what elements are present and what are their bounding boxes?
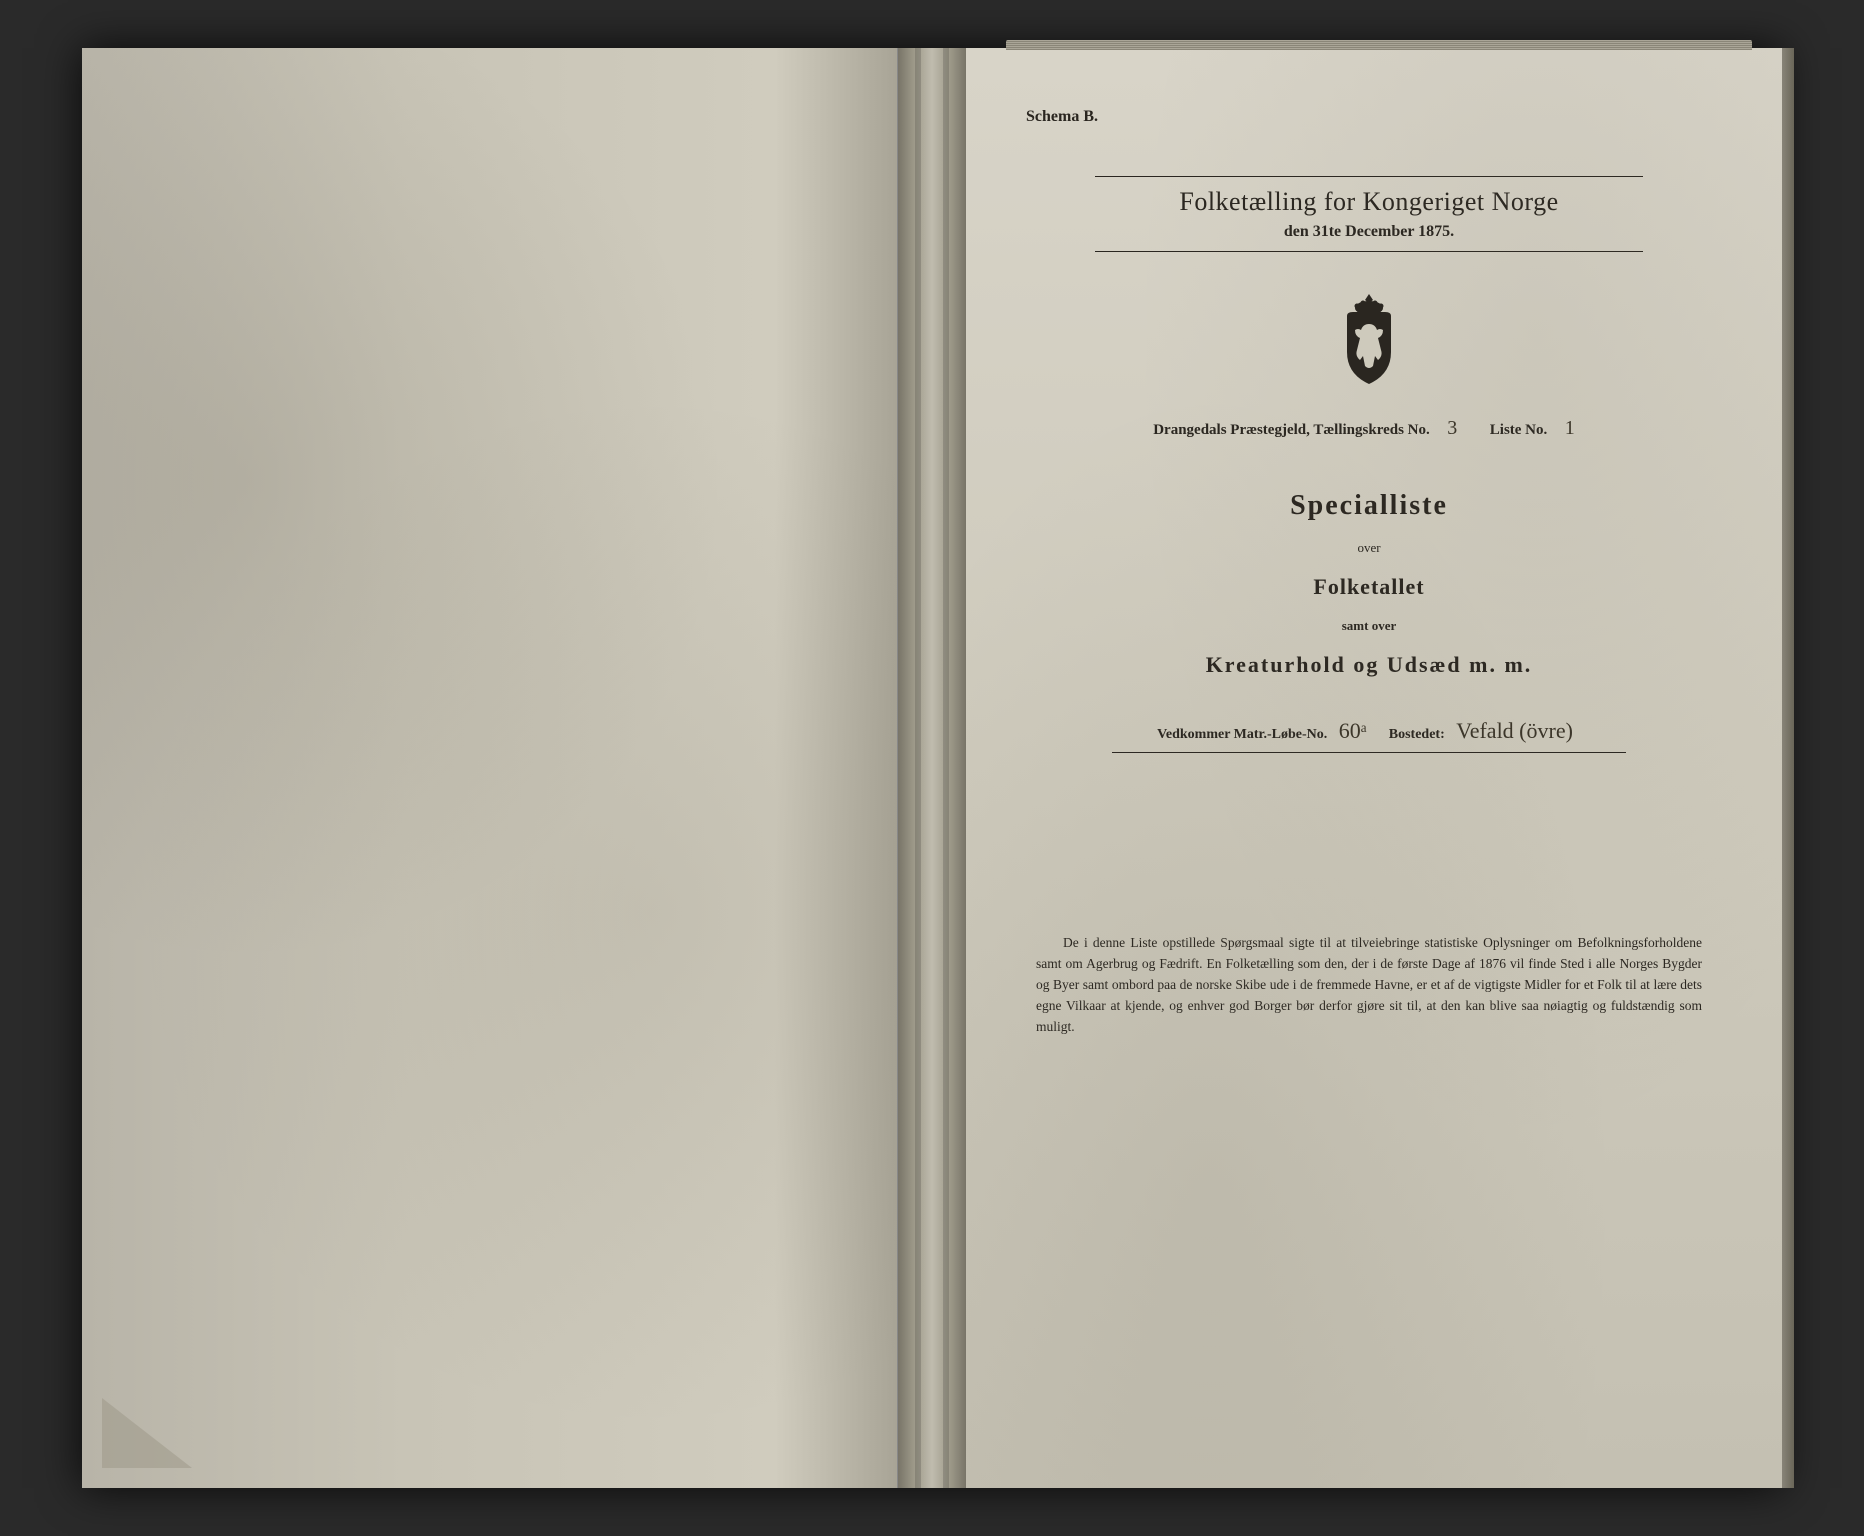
matr-number: 60ᵃ — [1331, 718, 1375, 744]
form-line: Drangedals Præstegjeld, Tællingskreds No… — [1026, 417, 1712, 440]
folketallet-heading: Folketallet — [1026, 574, 1712, 600]
form-prefix: Drangedals Præstegjeld, Tællingskreds No… — [1153, 422, 1430, 438]
bosted-label: Bostedet: — [1389, 727, 1445, 742]
title-rule-bottom — [1095, 251, 1644, 252]
page-corner-fold — [102, 1398, 192, 1468]
coat-of-arms-icon — [1329, 292, 1409, 387]
liste-label: Liste No. — [1490, 422, 1548, 438]
book-spread: Schema B. Folketælling for Kongeriget No… — [82, 48, 1782, 1488]
book-spine — [898, 48, 966, 1488]
samt-over-text: samt over — [1026, 618, 1712, 634]
specialliste-block: Specialliste over Folketallet samt over … — [1026, 490, 1712, 678]
over-text-1: over — [1026, 540, 1712, 556]
page-stack-edge — [1006, 40, 1752, 50]
sub-title: den 31te December 1875. — [1026, 223, 1712, 251]
title-block: Folketælling for Kongeriget Norge den 31… — [1026, 176, 1712, 252]
schema-label: Schema B. — [1026, 108, 1712, 126]
bosted-value: Vefald (övre) — [1448, 718, 1581, 744]
matr-line: Vedkommer Matr.-Løbe-No. 60ᵃ Bostedet: V… — [1026, 718, 1712, 744]
right-page: Schema B. Folketælling for Kongeriget No… — [966, 48, 1782, 1488]
left-page — [82, 48, 898, 1488]
main-title: Folketælling for Kongeriget Norge — [1026, 177, 1712, 223]
matr-label: Vedkommer Matr.-Løbe-No. — [1157, 727, 1327, 742]
specialliste-title: Specialliste — [1026, 490, 1712, 522]
kreaturhold-heading: Kreaturhold og Udsæd m. m. — [1026, 652, 1712, 678]
liste-number: 1 — [1555, 417, 1585, 440]
kreds-number: 3 — [1437, 417, 1467, 440]
matr-underline — [1112, 752, 1627, 753]
bottom-paragraph: De i denne Liste opstillede Spørgsmaal s… — [1026, 933, 1712, 1038]
page-edge-right — [1782, 48, 1794, 1488]
